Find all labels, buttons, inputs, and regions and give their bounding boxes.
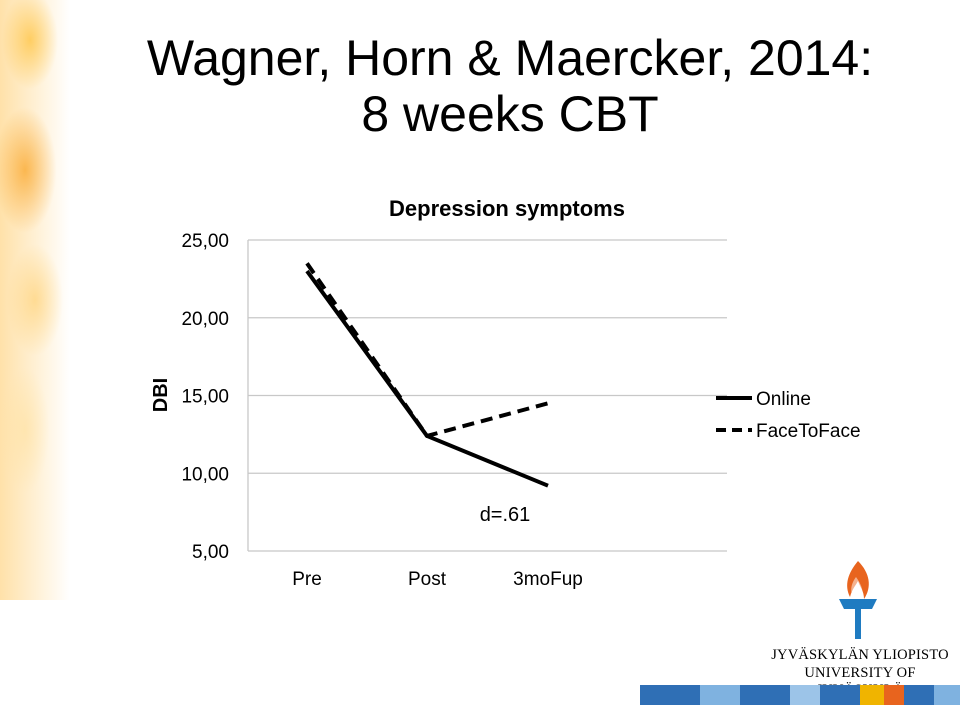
y-tick-label: 5,00: [192, 542, 229, 563]
strip-segment: [934, 685, 960, 705]
torch-stem-icon: [855, 609, 861, 639]
torch-icon: [839, 561, 877, 639]
y-tick-label: 10,00: [181, 464, 229, 485]
legend-label: FaceToFace: [756, 421, 861, 442]
x-tick-label: Pre: [292, 569, 322, 590]
y-tick-label: 25,00: [181, 231, 229, 252]
y-tick-label: 20,00: [181, 309, 229, 330]
effect-size-annotation: d=.61: [480, 504, 531, 526]
decorative-side-artwork: [0, 0, 70, 600]
series-line-facetoface: [305, 262, 549, 438]
chart-title: Depression symptoms: [389, 196, 625, 221]
y-tick-labels: 5,00 10,00 15,00 20,00 25,00: [181, 231, 229, 563]
strip-segment: [884, 685, 904, 705]
flame-inner-icon: [851, 577, 863, 599]
series-line-online: [305, 269, 549, 488]
strip-segment: [820, 685, 860, 705]
university-logo: JYVÄSKYLÄN YLIOPISTO UNIVERSITY OF JYVÄS…: [760, 555, 960, 698]
series-lines: [305, 262, 549, 488]
logo-line-finnish: JYVÄSKYLÄN YLIOPISTO: [771, 647, 949, 663]
slide-title: Wagner, Horn & Maercker, 2014: 8 weeks C…: [146, 30, 874, 142]
strip-segment: [860, 685, 884, 705]
strip-segment: [700, 685, 740, 705]
legend: Online FaceToFace: [716, 389, 861, 442]
x-tick-labels: Pre Post 3moFup: [292, 569, 583, 590]
strip-segment: [740, 685, 790, 705]
strip-segment: [790, 685, 820, 705]
y-axis-label: DBI: [150, 378, 172, 412]
x-tick-label: Post: [408, 569, 447, 590]
strip-segment: [904, 685, 934, 705]
color-strip: [640, 685, 960, 705]
gridlines: [247, 239, 727, 552]
x-tick-label: 3moFup: [513, 569, 583, 590]
torch-cup-icon: [839, 599, 877, 609]
y-tick-label: 15,00: [181, 387, 229, 408]
legend-label: Online: [756, 389, 811, 410]
strip-segment: [640, 685, 700, 705]
